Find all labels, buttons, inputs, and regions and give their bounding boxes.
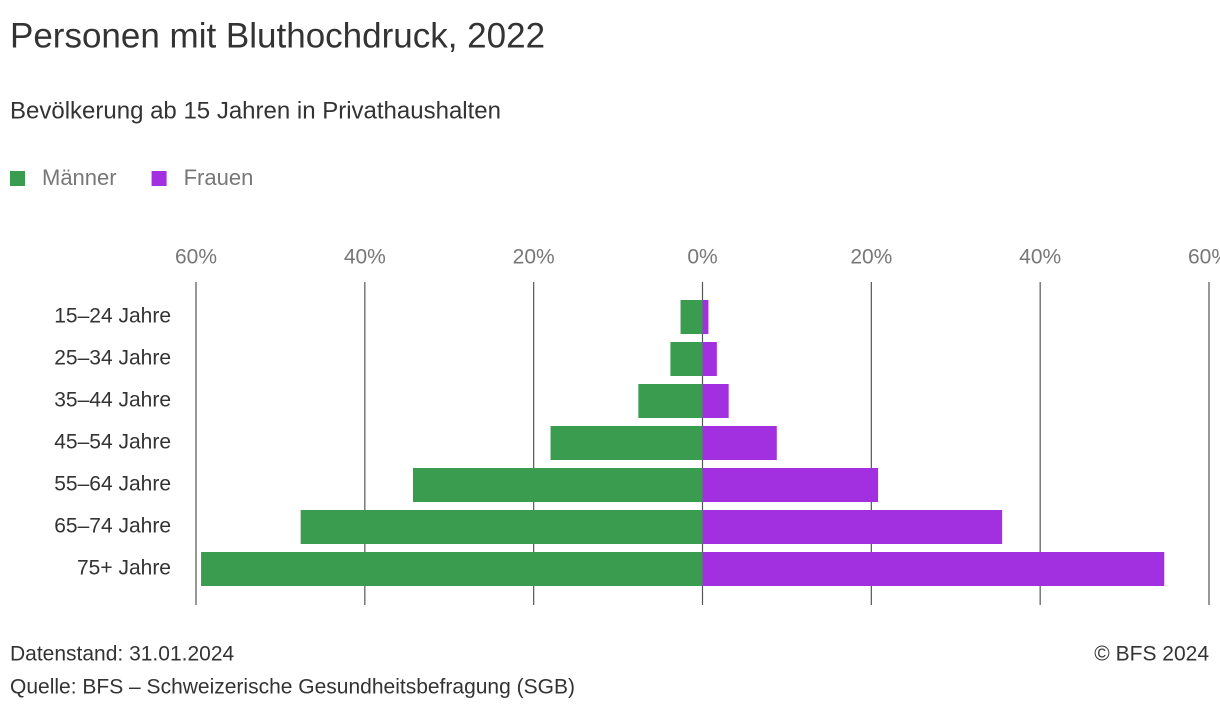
y-tick-label: 15–24 Jahre [54, 305, 171, 328]
x-tick-label: 40% [1019, 246, 1061, 269]
credit: © BFS 2024 [1094, 643, 1209, 666]
bar [638, 384, 703, 418]
bar [300, 510, 703, 544]
bar [412, 468, 703, 502]
y-tick-label: 35–44 Jahre [54, 389, 171, 412]
bar [702, 468, 879, 502]
x-tick-label: 40% [344, 246, 386, 269]
legend-label: Frauen [184, 165, 254, 190]
bar [680, 300, 703, 334]
x-tick-label: 60% [175, 246, 217, 269]
legend-swatch [10, 171, 25, 186]
chart-title: Personen mit Bluthochdruck, 2022 [10, 16, 545, 55]
y-tick-label: 75+ Jahre [77, 557, 171, 580]
note: Datenstand: 31.01.2024 [10, 643, 235, 666]
chart-subtitle: Bevölkerung ab 15 Jahren in Privathausha… [10, 97, 501, 124]
bar [702, 552, 1165, 586]
x-tick-label: 20% [850, 246, 892, 269]
bar [702, 510, 1003, 544]
bar [702, 426, 777, 460]
bar [550, 426, 703, 460]
x-tick-label: 20% [513, 246, 555, 269]
bar [201, 552, 703, 586]
y-tick-label: 65–74 Jahre [54, 515, 171, 538]
source: Quelle: BFS – Schweizerische Gesundheits… [10, 676, 575, 699]
x-tick-label: 60% [1188, 246, 1220, 269]
legend-label: Männer [42, 165, 117, 190]
legend-swatch [151, 171, 167, 186]
bar [702, 300, 709, 334]
bar [702, 384, 729, 418]
x-tick-label: 0% [687, 246, 717, 269]
y-tick-label: 45–54 Jahre [54, 431, 171, 454]
bar [702, 342, 717, 376]
y-tick-label: 25–34 Jahre [54, 347, 171, 370]
y-tick-label: 55–64 Jahre [54, 473, 171, 496]
bar [670, 342, 703, 376]
